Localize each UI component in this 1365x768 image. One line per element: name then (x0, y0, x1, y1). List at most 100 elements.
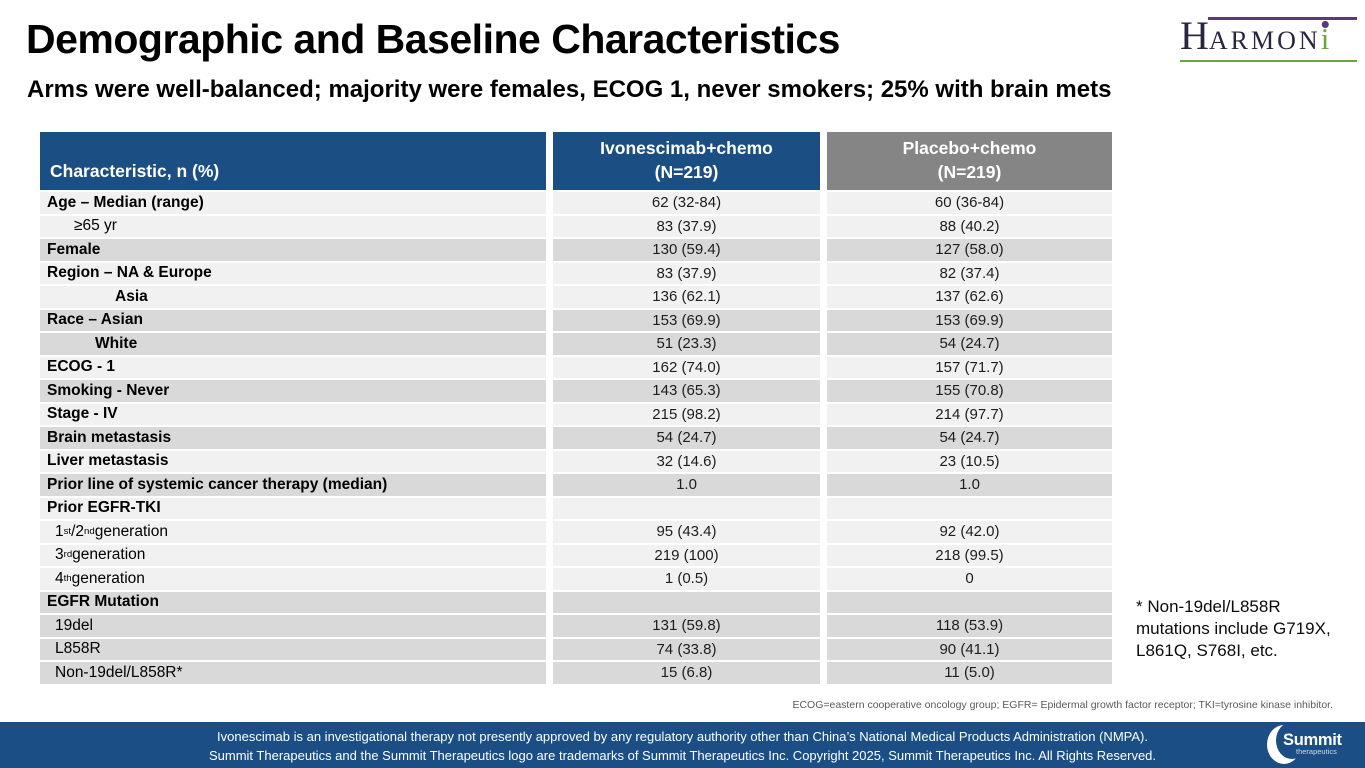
column-gap (546, 451, 553, 475)
row-value-ivonescimab: 1 (0.5) (553, 568, 820, 592)
column-gap (546, 427, 553, 451)
row-label: White (40, 333, 546, 357)
baseline-characteristics-table: Characteristic, n (%) Ivonescimab+chemo … (40, 132, 1112, 686)
column-gap (820, 615, 827, 639)
column-gap (546, 263, 553, 287)
row-value-ivonescimab: 54 (24.7) (553, 427, 820, 451)
column-gap (820, 592, 827, 616)
harmoni-logo-wordmark: HARMONi (1180, 16, 1329, 57)
row-value-placebo: 118 (53.9) (827, 615, 1112, 639)
table-row: Smoking - Never 143 (65.3) 155 (70.8) (40, 380, 1112, 404)
row-value-ivonescimab (553, 497, 820, 521)
column-gap (546, 639, 553, 663)
row-value-placebo: 0 (827, 568, 1112, 592)
table-row: Prior EGFR-TKI (40, 497, 1112, 522)
row-value-ivonescimab: 32 (14.6) (553, 450, 820, 474)
page-subtitle: Arms were well-balanced; majority were f… (27, 76, 1112, 103)
row-value-placebo (827, 497, 1112, 521)
column-gap (546, 474, 553, 498)
row-label: Non-19del/L858R* (40, 662, 546, 686)
column-gap (546, 380, 553, 404)
table-row: Asia 136 (62.1) 137 (62.6) (40, 286, 1112, 310)
column-header-placebo-n: (N=219) (937, 162, 1002, 182)
row-value-ivonescimab: 219 (100) (553, 544, 820, 568)
column-header-ivonescimab: Ivonescimab+chemo (N=219) (553, 132, 820, 192)
column-gap (546, 662, 553, 686)
row-value-ivonescimab: 15 (6.8) (553, 662, 820, 686)
row-value-ivonescimab: 62 (32-84) (553, 192, 820, 216)
table-row: Female 130 (59.4) 127 (58.0) (40, 239, 1112, 263)
row-value-placebo: 90 (41.1) (827, 638, 1112, 662)
column-header-placebo: Placebo+chemo (N=219) (827, 132, 1112, 192)
table-row: White 51 (23.3) 54 (24.7) (40, 333, 1112, 357)
row-value-ivonescimab: 95 (43.4) (553, 521, 820, 545)
row-value-placebo: 155 (70.8) (827, 380, 1112, 404)
table-row: 19del 131 (59.8) 118 (53.9) (40, 615, 1112, 639)
column-gap (546, 333, 553, 357)
table-body: Age – Median (range) 62 (32-84) 60 (36-8… (40, 192, 1112, 686)
row-value-ivonescimab: 215 (98.2) (553, 403, 820, 427)
row-value-ivonescimab: 130 (59.4) (553, 239, 820, 263)
table-header-row: Characteristic, n (%) Ivonescimab+chemo … (40, 132, 1112, 192)
column-gap (820, 132, 827, 192)
column-gap (546, 286, 553, 310)
row-value-ivonescimab: 1.0 (553, 474, 820, 498)
row-value-ivonescimab: 162 (74.0) (553, 356, 820, 380)
column-gap (546, 192, 553, 216)
table-row: Brain metastasis 54 (24.7) 54 (24.7) (40, 427, 1112, 451)
summit-logo-subtext: therapeutics (1296, 747, 1337, 756)
row-value-placebo (827, 591, 1112, 615)
summit-crescent-icon (1267, 722, 1308, 764)
row-value-ivonescimab: 153 (69.9) (553, 309, 820, 333)
row-value-placebo: 54 (24.7) (827, 427, 1112, 451)
row-label: EGFR Mutation (40, 591, 546, 615)
column-gap (820, 216, 827, 240)
row-value-placebo: 11 (5.0) (827, 662, 1112, 686)
row-value-placebo: 214 (97.7) (827, 403, 1112, 427)
summit-therapeutics-logo: Summit therapeutics (1267, 722, 1355, 765)
column-gap (820, 521, 827, 545)
row-value-ivonescimab: 83 (37.9) (553, 262, 820, 286)
column-gap (546, 592, 553, 616)
row-label: Stage - IV (40, 403, 546, 427)
column-gap (820, 427, 827, 451)
column-gap (820, 310, 827, 334)
row-label: Region – NA & Europe (40, 262, 546, 286)
column-gap (820, 333, 827, 357)
table-row: Race – Asian 153 (69.9) 153 (69.9) (40, 309, 1112, 334)
column-gap (820, 662, 827, 686)
row-value-placebo: 23 (10.5) (827, 450, 1112, 474)
row-label: Brain metastasis (40, 427, 546, 451)
footer-bar: Ivonescimab is an investigational therap… (0, 722, 1365, 768)
table-row: ≥65 yr 83 (37.9) 88 (40.2) (40, 215, 1112, 240)
row-value-ivonescimab: 131 (59.8) (553, 615, 820, 639)
row-label: Prior line of systemic cancer therapy (m… (40, 474, 546, 498)
table-row: Stage - IV 215 (98.2) 214 (97.7) (40, 403, 1112, 427)
row-label: Smoking - Never (40, 380, 546, 404)
page-title: Demographic and Baseline Characteristics (26, 16, 840, 62)
table-row: EGFR Mutation (40, 591, 1112, 616)
row-value-ivonescimab: 83 (37.9) (553, 215, 820, 239)
column-gap (820, 263, 827, 287)
side-note: * Non-19del/L858R mutations include G719… (1136, 597, 1331, 660)
harmoni-logo-green-rule (1180, 59, 1357, 62)
column-gap (546, 310, 553, 334)
column-gap (546, 216, 553, 240)
table-row: ECOG - 1 162 (74.0) 157 (71.7) (40, 356, 1112, 381)
column-gap (546, 568, 553, 592)
column-gap (546, 615, 553, 639)
harmoni-logo: HARMONi (1180, 15, 1357, 62)
column-gap (546, 498, 553, 522)
column-gap (546, 239, 553, 263)
table-row: Prior line of systemic cancer therapy (m… (40, 474, 1112, 498)
column-header-ivonescimab-name: Ivonescimab+chemo (600, 138, 773, 159)
row-value-placebo: 157 (71.7) (827, 356, 1112, 380)
row-value-placebo: 60 (36-84) (827, 192, 1112, 216)
column-gap (820, 357, 827, 381)
column-gap (820, 545, 827, 569)
table-row: L858R 74 (33.8) 90 (41.1) (40, 638, 1112, 663)
